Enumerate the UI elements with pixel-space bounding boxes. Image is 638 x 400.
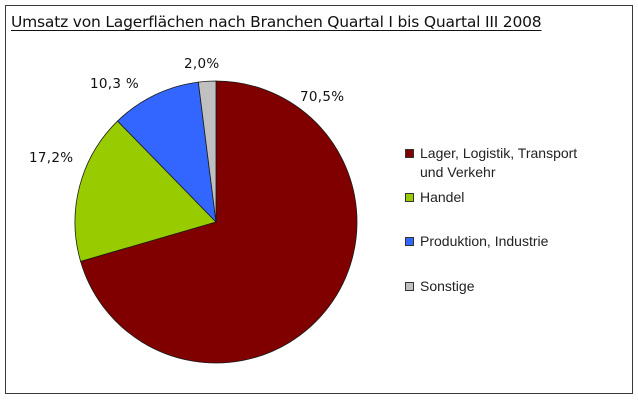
legend-swatch-handel <box>405 193 414 202</box>
chart-title: Umsatz von Lagerflächen nach Branchen Qu… <box>11 13 542 31</box>
pie-slices <box>74 80 358 364</box>
pie-slice-handel <box>74 120 217 262</box>
slice-label-produktion: 10,3 % <box>90 76 139 92</box>
pie-slice-produktion <box>116 81 217 224</box>
legend-label-line1: Lager, Logistik, Transport <box>420 145 578 161</box>
legend-label-produktion: Produktion, Industrie <box>420 233 549 249</box>
pie-slice-sonstige <box>197 80 217 223</box>
legend-swatch-lager <box>405 149 414 158</box>
legend-label-line2: und Verkehr <box>420 164 496 180</box>
legend-label-sonstige: Sonstige <box>420 278 475 294</box>
legend-label-lager: Lager, Logistik, Transport und Verkehr <box>420 144 577 182</box>
slice-label-handel: 17,2% <box>29 150 74 166</box>
slice-label-sonstige: 2,0% <box>184 56 220 72</box>
legend-label-handel: Handel <box>420 189 465 205</box>
slice-label-lager: 70,5% <box>300 89 345 105</box>
legend-swatch-produktion <box>405 237 414 246</box>
pie-slice-lager <box>80 80 358 364</box>
legend-swatch-sonstige <box>405 282 414 291</box>
